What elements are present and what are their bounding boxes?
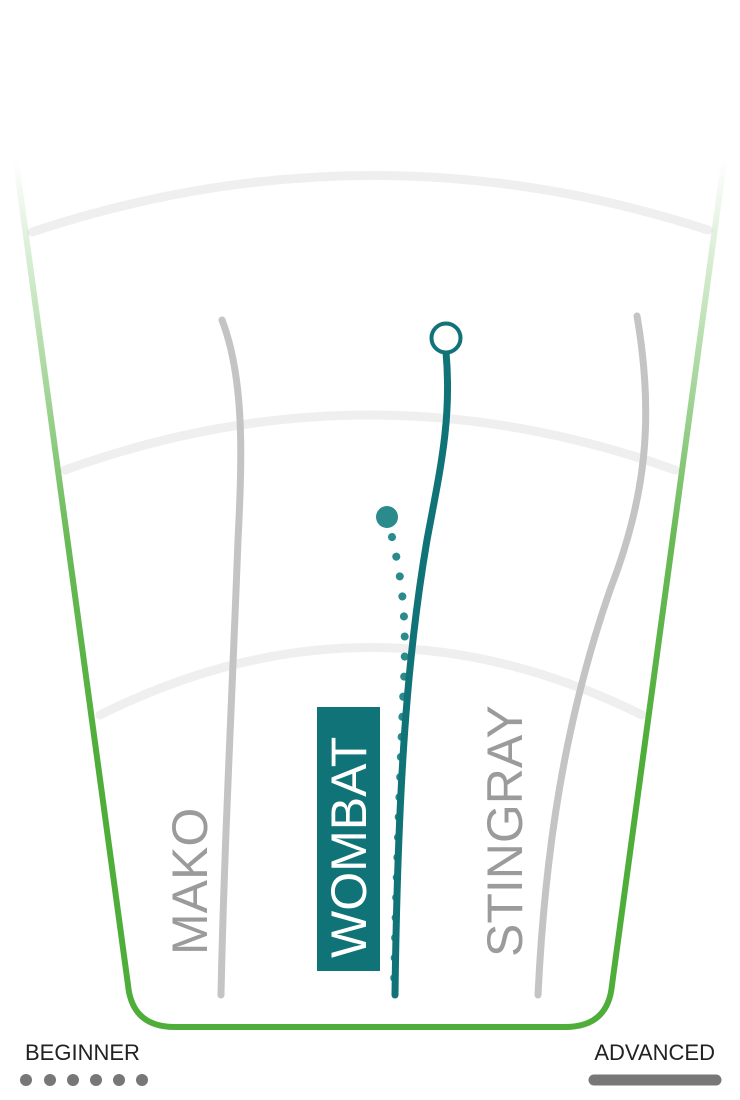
stingray-lane-line	[534, 312, 650, 999]
beginner-dot	[20, 1074, 32, 1086]
background-arcs	[27, 171, 713, 720]
lane-label-wombat: WOMBAT	[321, 737, 377, 958]
lane-label-mako: MAKO	[162, 808, 218, 955]
scale-label-beginner: BEGINNER	[25, 1040, 140, 1065]
outline-path	[13, 159, 727, 1030]
wombat-dotted-start-dot	[376, 506, 398, 528]
beginner-dot	[67, 1074, 79, 1086]
beginner-dot	[90, 1074, 102, 1086]
arc-middle	[60, 410, 680, 475]
board-outline	[13, 159, 727, 1030]
lane-label-stingray: STINGRAY	[477, 705, 533, 957]
mako-lane-line	[217, 316, 245, 999]
lane-label-wombat-box	[317, 707, 380, 971]
wombat-open-circle	[429, 321, 463, 355]
beginner-dots	[20, 1074, 148, 1086]
beginner-dot	[44, 1074, 56, 1086]
arc-bottom	[95, 643, 647, 720]
lane-lines	[217, 312, 650, 999]
arc-top	[27, 171, 713, 237]
beginner-dot	[136, 1074, 148, 1086]
wombat-solid-curve	[391, 348, 452, 999]
scale-label-advanced: ADVANCED	[594, 1040, 715, 1065]
beginner-dot	[113, 1074, 125, 1086]
